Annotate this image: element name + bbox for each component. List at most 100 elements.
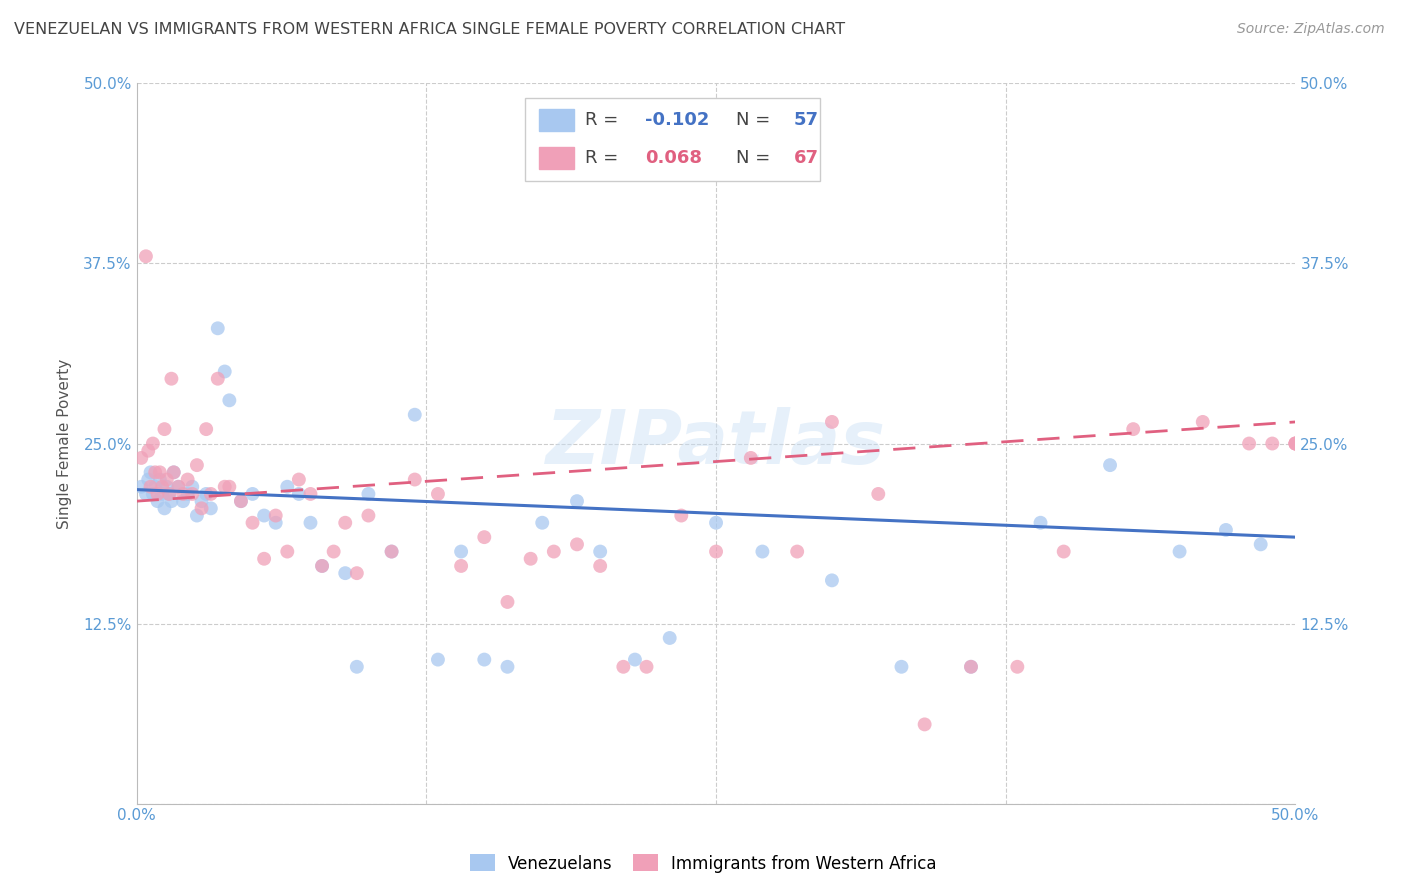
Point — [163, 466, 186, 480]
Point — [496, 660, 519, 674]
Point — [214, 480, 236, 494]
Point — [1284, 436, 1306, 450]
Point — [253, 508, 276, 523]
Point — [1284, 436, 1306, 450]
Text: ZIPatlas: ZIPatlas — [546, 407, 886, 480]
Point — [139, 480, 162, 494]
Point — [156, 473, 179, 487]
Point — [172, 487, 194, 501]
Point — [1029, 516, 1052, 530]
Point — [786, 544, 808, 558]
Point — [129, 480, 152, 494]
Point — [381, 544, 404, 558]
Point — [218, 480, 240, 494]
Point — [186, 458, 208, 472]
Point — [129, 450, 152, 465]
Text: N =: N = — [735, 112, 776, 129]
Point — [264, 516, 287, 530]
Point — [299, 516, 322, 530]
Text: 67: 67 — [794, 149, 818, 168]
Point — [229, 494, 252, 508]
Point — [299, 487, 322, 501]
Text: VENEZUELAN VS IMMIGRANTS FROM WESTERN AFRICA SINGLE FEMALE POVERTY CORRELATION C: VENEZUELAN VS IMMIGRANTS FROM WESTERN AF… — [14, 22, 845, 37]
Point — [357, 487, 380, 501]
Point — [195, 422, 218, 436]
Point — [311, 558, 333, 573]
Point — [149, 466, 172, 480]
Point — [176, 487, 198, 501]
Point — [288, 487, 311, 501]
Point — [190, 494, 212, 508]
Point — [1284, 436, 1306, 450]
Point — [143, 466, 166, 480]
Point — [335, 566, 357, 581]
Point — [200, 487, 222, 501]
Point — [450, 558, 472, 573]
Point — [740, 450, 762, 465]
Point — [704, 544, 727, 558]
Point — [186, 508, 208, 523]
Point — [636, 660, 658, 674]
Point — [157, 487, 180, 501]
Point — [335, 516, 357, 530]
Text: N =: N = — [735, 149, 776, 168]
Point — [156, 480, 179, 494]
Point — [160, 494, 183, 508]
Point — [149, 473, 172, 487]
Point — [565, 537, 588, 551]
Point — [150, 480, 173, 494]
Point — [1099, 458, 1122, 472]
Point — [139, 466, 162, 480]
Point — [218, 393, 240, 408]
Point — [1122, 422, 1144, 436]
Point — [671, 508, 693, 523]
FancyBboxPatch shape — [524, 98, 820, 181]
Point — [172, 494, 194, 508]
Point — [704, 516, 727, 530]
Point — [751, 544, 773, 558]
Point — [1237, 436, 1260, 450]
Point — [1261, 436, 1284, 450]
Point — [181, 487, 204, 501]
Point — [543, 544, 565, 558]
Point — [821, 574, 844, 588]
Point — [229, 494, 252, 508]
Point — [288, 473, 311, 487]
Text: R =: R = — [585, 149, 624, 168]
Point — [142, 487, 165, 501]
Point — [1191, 415, 1213, 429]
Point — [1284, 436, 1306, 450]
Point — [176, 473, 198, 487]
Point — [450, 544, 472, 558]
Point — [472, 530, 495, 544]
Point — [207, 321, 229, 335]
Point — [160, 372, 183, 386]
Point — [531, 516, 554, 530]
Point — [253, 551, 276, 566]
Point — [157, 487, 180, 501]
Point — [589, 558, 612, 573]
Point — [276, 544, 298, 558]
Point — [135, 487, 157, 501]
Point — [404, 473, 426, 487]
Point — [163, 466, 186, 480]
Point — [426, 652, 449, 666]
Point — [1215, 523, 1237, 537]
Point — [624, 652, 647, 666]
Point — [1250, 537, 1272, 551]
Point — [195, 487, 218, 501]
Point — [868, 487, 890, 501]
Text: Source: ZipAtlas.com: Source: ZipAtlas.com — [1237, 22, 1385, 37]
Point — [472, 652, 495, 666]
Point — [960, 660, 983, 674]
Point — [960, 660, 983, 674]
Point — [167, 480, 190, 494]
Point — [658, 631, 681, 645]
Point — [404, 408, 426, 422]
Point — [589, 544, 612, 558]
Legend: Venezuelans, Immigrants from Western Africa: Venezuelans, Immigrants from Western Afr… — [463, 847, 943, 880]
Point — [914, 717, 936, 731]
Point — [426, 487, 449, 501]
Point — [214, 364, 236, 378]
Point — [150, 487, 173, 501]
